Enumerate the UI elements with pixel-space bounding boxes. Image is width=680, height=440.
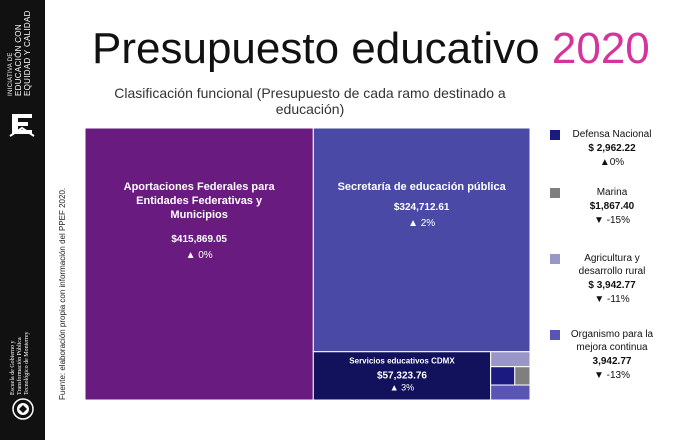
school-seal-icon <box>12 398 34 420</box>
treemap-change-sep: ▲ 2% <box>408 218 435 229</box>
treemap-change-cdmx: ▲ 3% <box>390 383 414 393</box>
treemap-label-cdmx: Servicios educativos CDMX <box>349 357 455 366</box>
legend-name-organismo: Organismo para la mejora continua <box>570 329 654 353</box>
treemap-tile-agricultura <box>490 351 531 368</box>
page-title: Presupuesto educativo 2020 <box>92 22 650 76</box>
legend-value-defensa: $ 2,962.22 <box>588 143 636 154</box>
legend-name-marina: Marina <box>596 187 628 198</box>
school-line-3: Tecnológico de Monterrey <box>24 331 30 395</box>
school-line-2: Transformación Pública <box>17 337 23 395</box>
legend-value-agricultura: $ 3,942.77 <box>588 280 636 291</box>
treemap-tile-organismo <box>490 384 531 401</box>
legend-change-defensa: ▲0% <box>599 157 625 168</box>
brand-sidebar: INICIATIVA DE EDUCACIÓN CON EQUIDAD Y CA… <box>0 0 45 440</box>
legend-name-agricultura: Agricultura y desarrollo rural <box>578 253 646 277</box>
treemap-label-aportaciones: Municipios <box>170 209 227 221</box>
treemap-label-sep: Secretaría de educación pública <box>338 181 507 193</box>
treemap-value-sep: $324,712.61 <box>394 202 450 213</box>
legend-swatch-marina <box>550 188 560 198</box>
source-note-text: Fuente: elaboración propia con informaci… <box>58 187 67 400</box>
legend-name-defensa: Defensa Nacional <box>572 129 652 140</box>
treemap-tile-aportaciones <box>84 127 314 401</box>
title-year: 2020 <box>551 24 650 73</box>
treemap-value-aportaciones: $415,869.05 <box>171 234 227 245</box>
treemap-change-aportaciones: ▲ 0% <box>186 250 213 261</box>
legend-swatch-agricultura <box>550 254 560 264</box>
treemap-value-cdmx: $57,323.76 <box>377 371 427 382</box>
legend-value-marina: $1,867.40 <box>589 201 635 212</box>
title-text: Presupuesto educativo <box>92 24 540 73</box>
chart-subtitle: Clasificación funcional (Presupuesto de … <box>114 85 506 117</box>
legend-value-organismo: 3,942.77 <box>592 356 632 367</box>
brand-logo-icon <box>9 114 35 137</box>
brand-initiative-line-3: EQUIDAD Y CALIDAD <box>23 10 32 96</box>
legend-change-agricultura: ▼ -11% <box>594 294 630 305</box>
treemap-tile-marina <box>514 366 531 386</box>
treemap-label-aportaciones: Entidades Federativas y <box>136 195 263 207</box>
legend-swatch-organismo <box>550 330 560 340</box>
school-line-1: Escuela de Gobierno y <box>10 340 16 395</box>
treemap-tile-cdmx <box>312 351 492 401</box>
legend-change-marina: ▼ -15% <box>593 215 631 226</box>
legend-swatch-defensa <box>550 130 560 140</box>
brand-initiative-line-2: EDUCACIÓN CON <box>14 24 23 96</box>
legend-change-organismo: ▼ -13% <box>593 370 631 381</box>
treemap-tile-defensa <box>490 366 516 386</box>
treemap-label-aportaciones: Aportaciones Federales para <box>124 181 276 193</box>
treemap-tile-sep <box>312 127 531 353</box>
